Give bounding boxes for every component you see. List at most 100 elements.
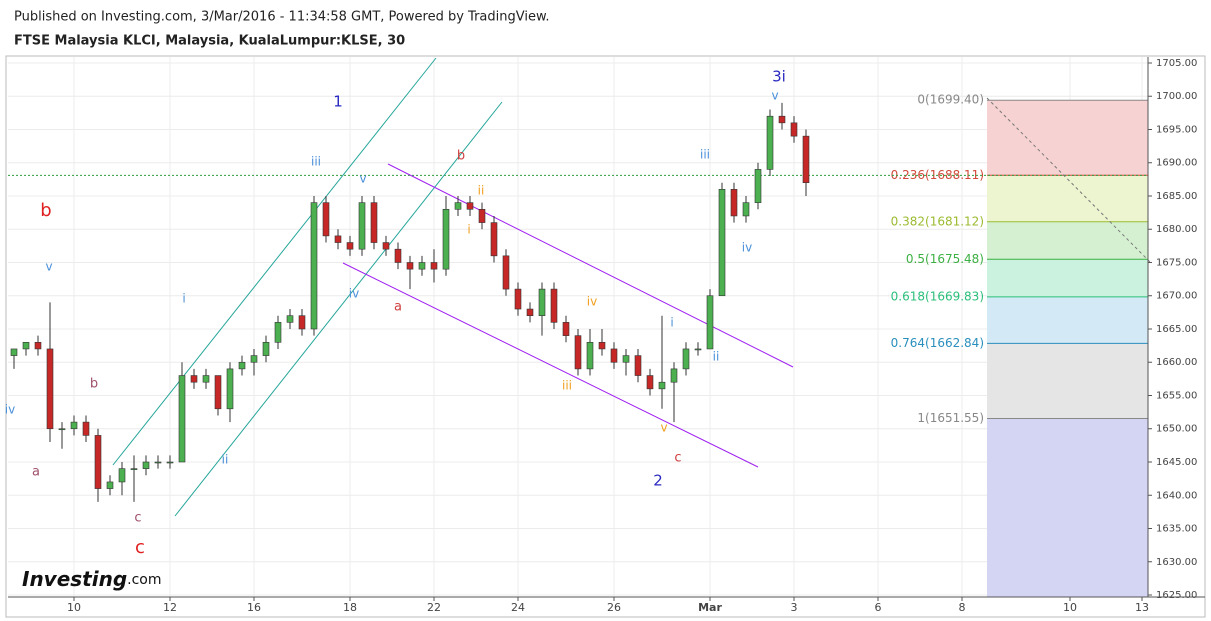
- wave-label: c: [135, 537, 145, 558]
- candle-body: [166, 461, 174, 464]
- wave-label: iv: [349, 287, 359, 301]
- candle-body: [658, 381, 666, 390]
- wave-label: v: [45, 260, 52, 274]
- y-tick-label: 1665.00: [1156, 324, 1197, 335]
- wave-label: iii: [311, 155, 321, 169]
- candle-body: [382, 242, 390, 250]
- x-tick-label: 12: [163, 601, 177, 614]
- wave-label: iv: [742, 241, 752, 255]
- grid: 1625.00 1630.00 1635.00 1640.00 1645.00 1650.…: [8, 57, 1197, 614]
- fib-label: 0(1699.40): [917, 93, 984, 107]
- wave-label: iii: [700, 148, 710, 162]
- candle-body: [418, 262, 426, 270]
- x-tick-label: 10: [1063, 601, 1077, 614]
- candle-body: [250, 355, 258, 363]
- fib-label: 1(1651.55): [917, 411, 984, 425]
- wave-label: ii: [222, 453, 229, 467]
- y-tick-label: 1675.00: [1156, 257, 1197, 268]
- candle-body: [346, 242, 354, 250]
- candle-body: [406, 262, 414, 270]
- candle-body: [550, 288, 558, 323]
- wave-label: v: [771, 89, 778, 103]
- candle-body: [442, 208, 450, 270]
- wave-label: b: [40, 200, 51, 221]
- candle-body: [682, 348, 690, 370]
- candle-body: [766, 115, 774, 170]
- wave-label: b: [457, 149, 465, 164]
- candle-body: [538, 288, 546, 316]
- wave-label: ii: [713, 350, 720, 364]
- candle-body: [94, 435, 102, 489]
- logo: Investing.com: [22, 567, 162, 591]
- channel-line: [112, 57, 437, 466]
- candle-body: [106, 481, 114, 489]
- candle-body: [178, 375, 186, 463]
- x-tick-label: 18: [343, 601, 357, 614]
- fib-band: [987, 259, 1148, 297]
- drawings: [112, 57, 1151, 517]
- candle-body: [610, 348, 618, 363]
- candle-body: [574, 335, 582, 370]
- candle-body: [10, 348, 18, 356]
- candle-body: [58, 428, 66, 431]
- fibonacci: 0(1699.40) 0.236(1688.11) 0.382(1681.12) 0.…: [8, 93, 1148, 597]
- candle-body: [214, 375, 222, 410]
- candle-body: [394, 248, 402, 263]
- y-tick-label: 1690.00: [1156, 158, 1197, 169]
- candle-body: [190, 375, 198, 383]
- wave-label: i: [670, 316, 673, 330]
- y-tick-label: 1670.00: [1156, 291, 1197, 302]
- x-tick-label: 3: [791, 601, 798, 614]
- candles: [10, 102, 810, 502]
- candle-body: [502, 255, 510, 290]
- wave-label: c: [674, 451, 681, 466]
- published-line: Published on Investing.com, 3/Mar/2016 -…: [14, 10, 550, 25]
- fib-label: 0.382(1681.12): [891, 214, 984, 228]
- wave-label: b: [90, 377, 98, 392]
- fib-label: 0.5(1675.48): [906, 252, 984, 266]
- candle-body: [274, 322, 282, 343]
- y-tick-label: 1645.00: [1156, 457, 1197, 468]
- wave-label: 1: [333, 93, 343, 111]
- candle-body: [634, 355, 642, 376]
- wave-label: v: [359, 172, 366, 186]
- candle-body: [202, 375, 210, 383]
- annotations: bcvivabciii1iiivivabiiiiviiivc2iiiiiiivv…: [5, 68, 786, 559]
- candle-body: [706, 295, 714, 350]
- fib-band: [987, 221, 1148, 260]
- candle-body: [154, 461, 162, 464]
- x-tick-label: 24: [511, 601, 525, 614]
- candle-body: [646, 375, 654, 390]
- fib-label: 0.764(1662.84): [891, 336, 984, 350]
- y-tick-label: 1625.00: [1156, 590, 1197, 601]
- y-tick-label: 1640.00: [1156, 490, 1197, 501]
- candle-body: [238, 361, 246, 370]
- fib-band: [987, 418, 1148, 597]
- candle-body: [802, 135, 810, 183]
- y-tick-label: 1695.00: [1156, 124, 1197, 135]
- wave-label: 2: [653, 472, 663, 490]
- candle-body: [754, 169, 762, 203]
- candle-body: [370, 202, 378, 243]
- wave-label: ii: [478, 184, 485, 198]
- candle-body: [322, 202, 330, 237]
- wave-label: iv: [5, 403, 15, 417]
- candle-body: [694, 348, 702, 351]
- wave-label: a: [32, 465, 40, 480]
- fib-trend-line: [986, 97, 1151, 263]
- candle-body: [70, 421, 78, 430]
- candle-body: [790, 122, 798, 137]
- y-tick-label: 1685.00: [1156, 191, 1197, 202]
- candle-body: [718, 189, 726, 297]
- y-tick-label: 1655.00: [1156, 390, 1197, 401]
- candle-body: [622, 355, 630, 363]
- y-tick-label: 1650.00: [1156, 424, 1197, 435]
- candle-body: [358, 202, 366, 250]
- candle-body: [586, 341, 594, 370]
- candle-body: [334, 235, 342, 243]
- wave-label: i: [467, 223, 470, 237]
- channel-line: [174, 101, 503, 517]
- x-tick-label: 8: [959, 601, 966, 614]
- wave-label: v: [660, 421, 667, 435]
- candle-body: [490, 222, 498, 257]
